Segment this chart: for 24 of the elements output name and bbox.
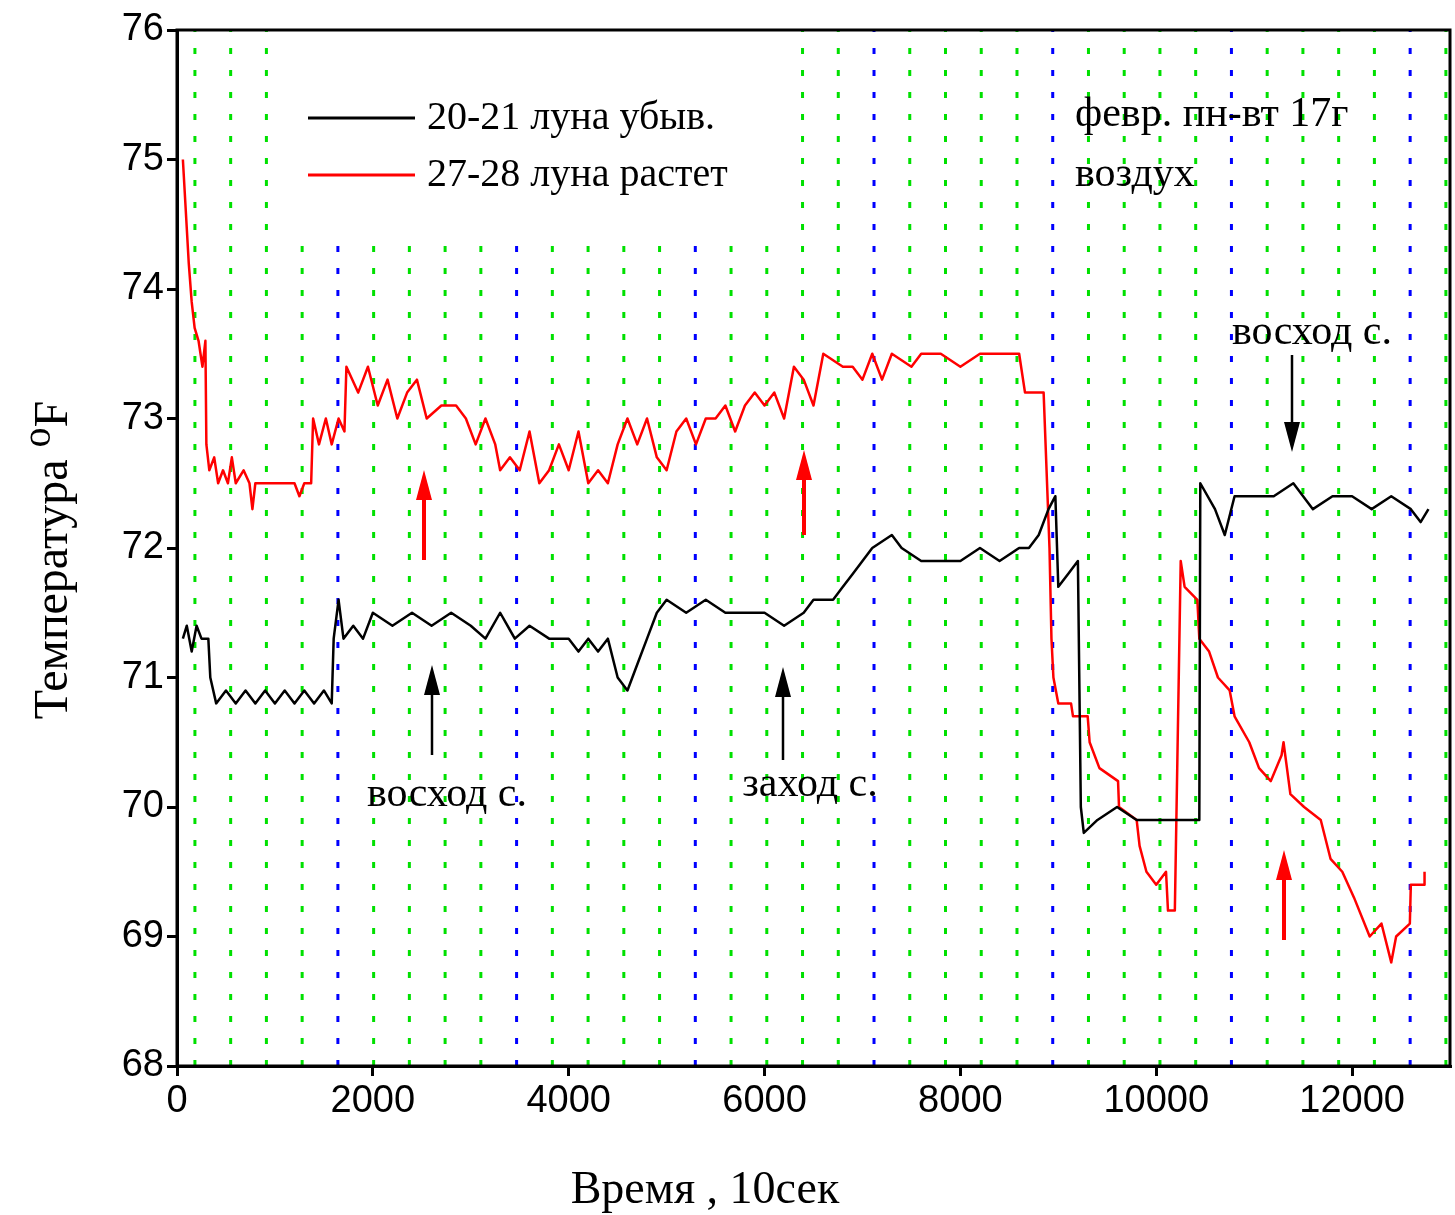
annotation: воздух	[1075, 149, 1195, 196]
y-tick-label: 68	[121, 1042, 164, 1085]
y-tick-label: 69	[121, 912, 164, 955]
legend-label: 20-21 луна убыв.	[427, 92, 716, 138]
x-tick-label: 8000	[918, 1078, 1003, 1121]
annotation: восход с.	[367, 769, 527, 816]
x-tick-label: 4000	[526, 1078, 611, 1121]
x-axis-title: Время , 10сек	[570, 1160, 840, 1214]
y-tick-label: 75	[121, 135, 164, 178]
annotation: восход с.	[1232, 307, 1392, 354]
x-tick-label: 12000	[1299, 1078, 1405, 1121]
x-tick-label: 2000	[330, 1078, 416, 1121]
annotation: заход с.	[742, 759, 878, 806]
y-tick-label: 76	[121, 6, 164, 49]
x-tick-label: 10000	[1103, 1078, 1210, 1121]
legend-label: 27-28 луна растет	[427, 149, 728, 195]
y-tick-label: 70	[121, 783, 164, 826]
y-tick-label: 74	[121, 265, 164, 308]
annotation: февр. пн-вт 17г	[1075, 89, 1349, 136]
y-tick-label: 71	[121, 653, 164, 696]
y-tick-label: 73	[121, 394, 164, 437]
x-tick-label: 0	[166, 1078, 188, 1121]
y-tick-label: 72	[121, 524, 164, 567]
x-tick-label: 6000	[722, 1078, 807, 1121]
